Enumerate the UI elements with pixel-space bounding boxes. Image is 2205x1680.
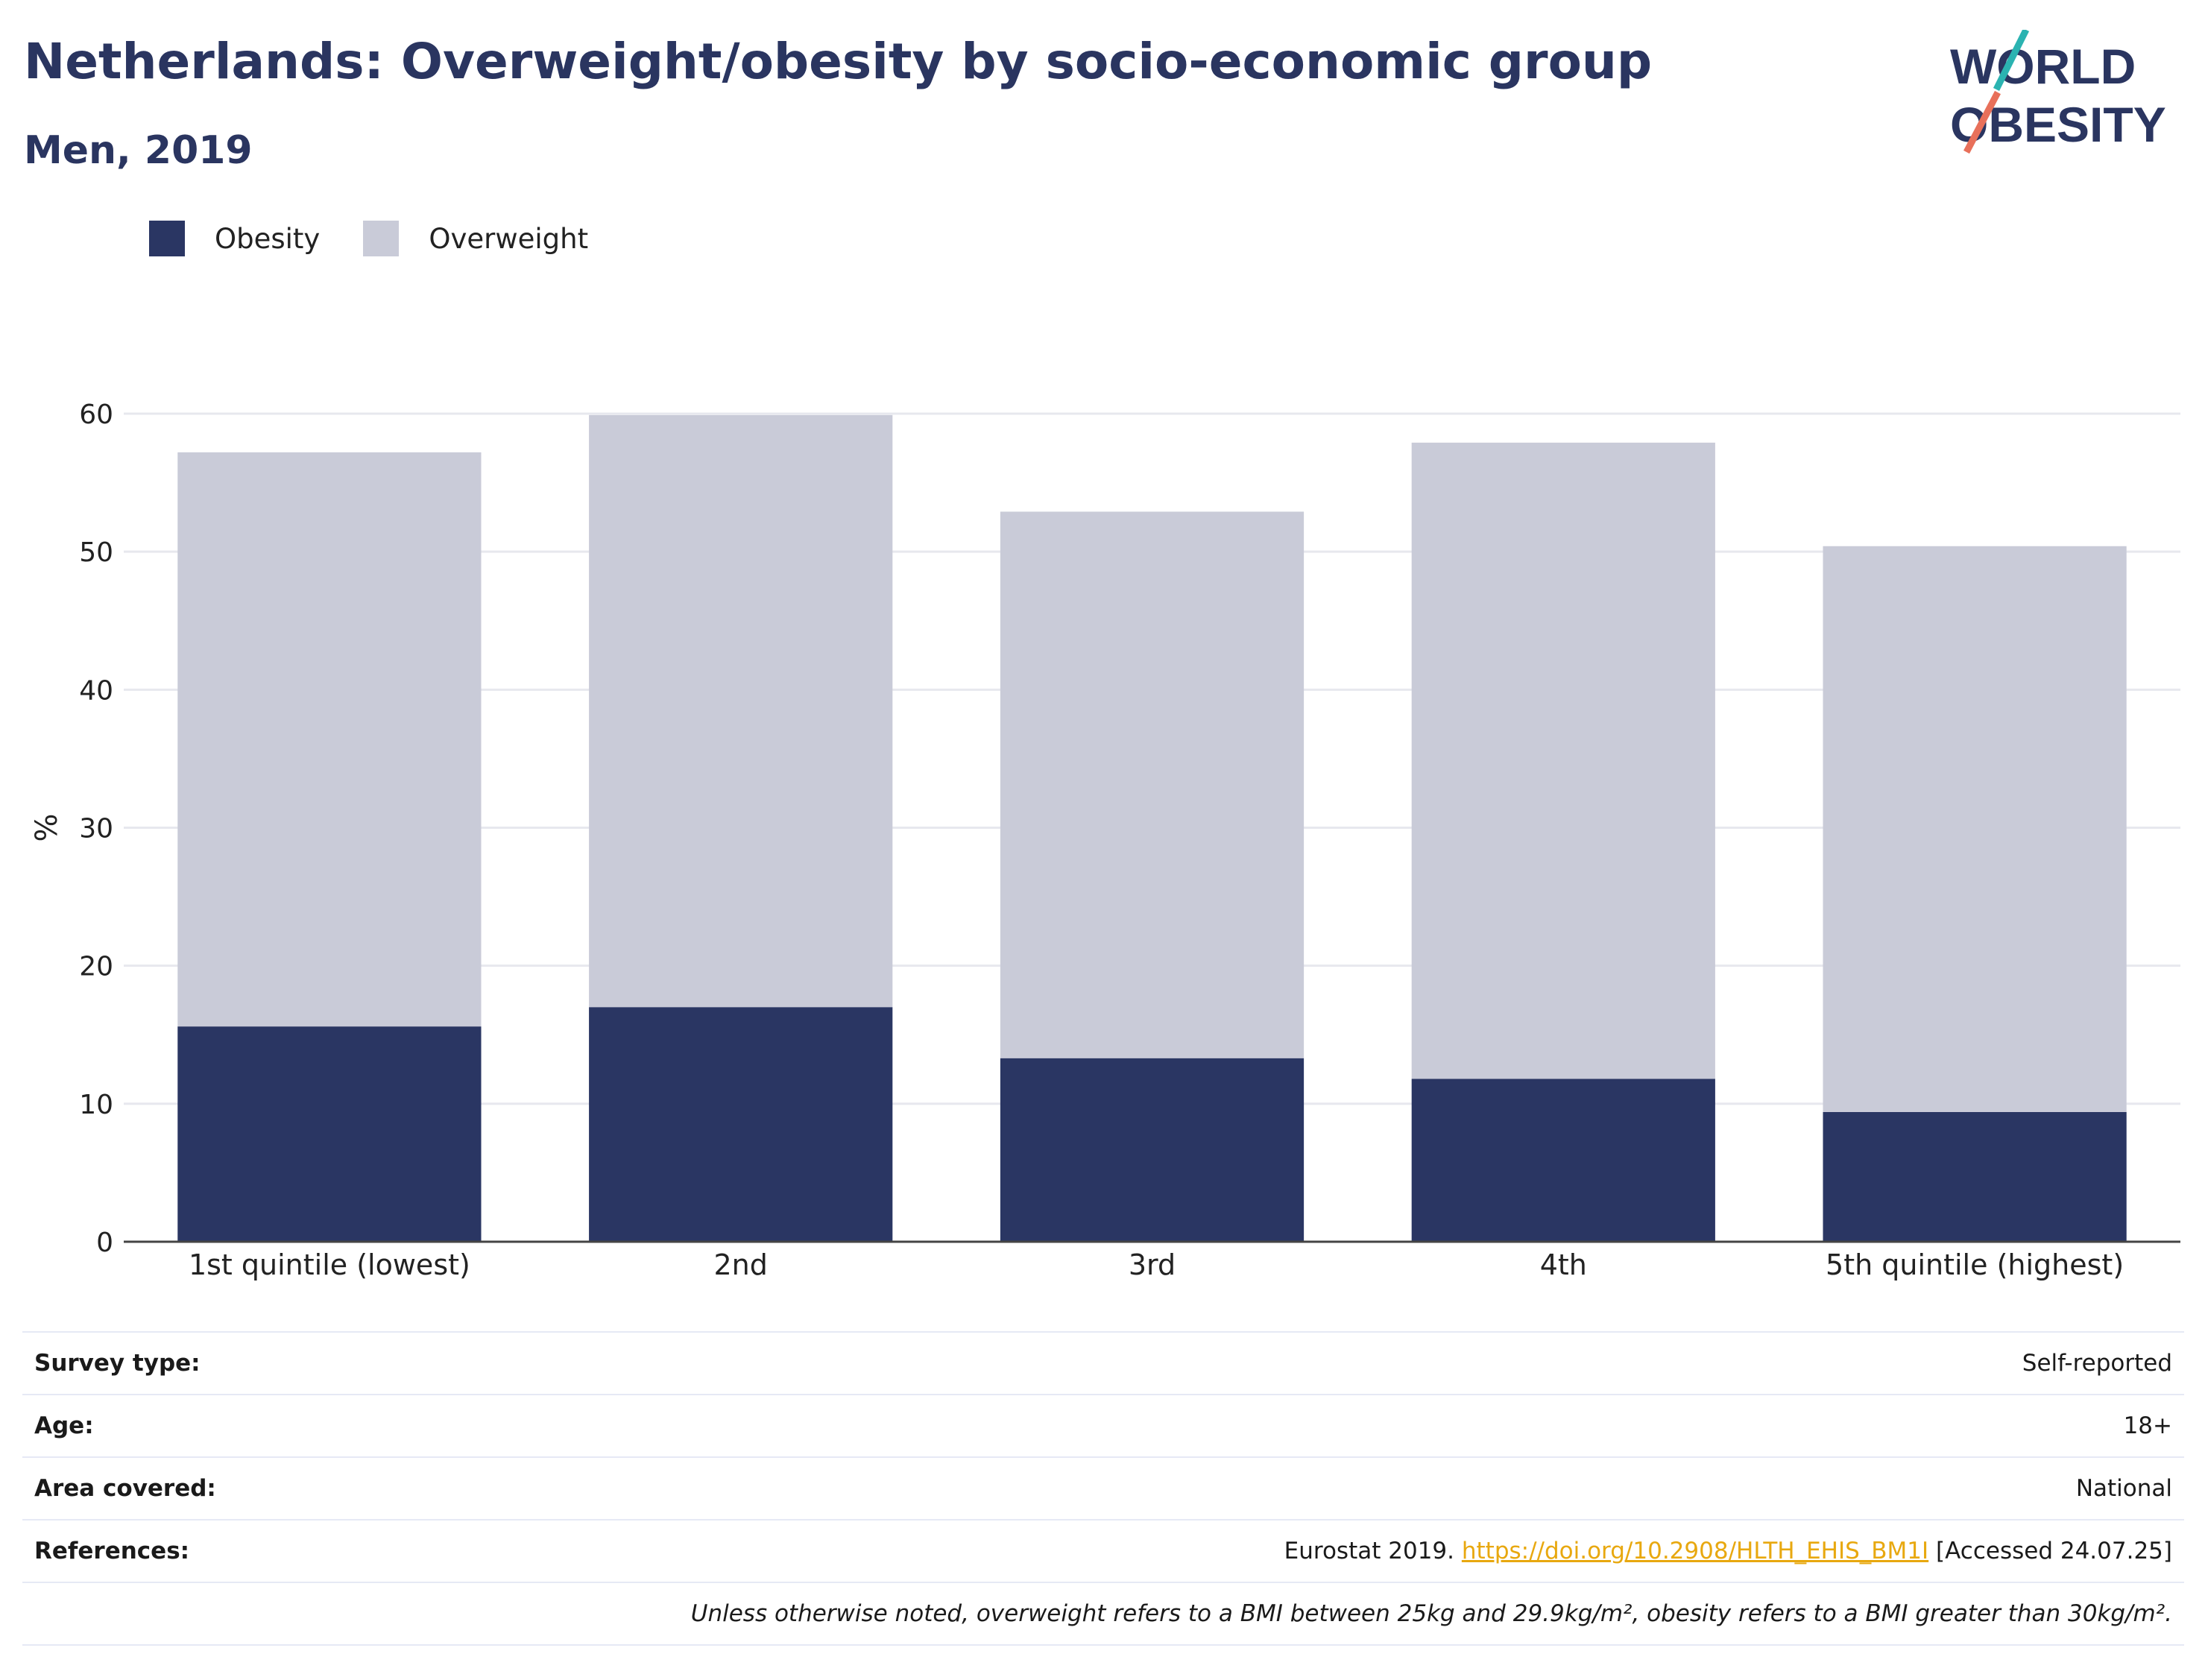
meta-row-references: References: Eurostat 2019. https://doi.o… [22,1519,2184,1582]
meta-label: Age: [34,1412,94,1439]
meta-value: National [2075,1475,2172,1502]
x-tick-label: 4th [1540,1248,1587,1281]
definition-note: Unless otherwise noted, overweight refer… [22,1582,2184,1646]
world-obesity-logo: WORLD OBESITY [1950,30,2166,154]
legend-label-overweight: Overweight [429,222,589,255]
meta-row-area: Area covered: National [22,1456,2184,1519]
x-tick-label: 3rd [1129,1248,1176,1281]
reference-suffix: [Accessed 24.07.25] [1936,1538,2172,1564]
x-tick-label: 5th quintile (highest) [1826,1248,2124,1281]
legend-swatch-obesity [149,221,185,256]
reference-link[interactable]: https://doi.org/10.2908/HLTH_EHIS_BM1I [1461,1538,1929,1564]
bar-overweight-5[interactable] [1823,546,2127,1112]
y-tick-label: 20 [79,952,113,982]
chart-title: Netherlands: Overweight/obesity by socio… [24,33,1653,90]
y-tick-label: 60 [79,400,113,430]
legend: Obesity Overweight [149,221,631,256]
x-tick-label: 2nd [714,1248,768,1281]
bar-chart: 0 10 20 30 40 50 60% 1st quintile (lowest) 2nd 3r… [30,400,2180,1281]
bar-obesity-2[interactable] [589,1007,893,1242]
x-tick-label: 1st quintile (lowest) [189,1248,470,1281]
meta-row-age: Age: 18+ [22,1394,2184,1456]
bar-obesity-5[interactable] [1823,1111,2127,1242]
bar-overweight-2[interactable] [589,414,893,1008]
meta-label: References: [34,1538,190,1564]
y-tick-label: 50 [79,537,113,568]
meta-label: Area covered: [34,1475,216,1502]
y-axis-label: % [30,813,64,841]
bar-overweight-1[interactable] [177,452,482,1027]
legend-item-obesity[interactable]: Obesity [149,221,320,256]
bar-obesity-3[interactable] [1000,1058,1305,1242]
logo-line1: WORLD [1950,39,2136,94]
metadata-table: Survey type: Self-reported Age: 18+ Area… [22,1331,2184,1646]
y-tick-label: 40 [79,675,113,706]
y-tick-label: 10 [79,1090,113,1120]
meta-value: 18+ [2123,1412,2172,1439]
legend-item-overweight[interactable]: Overweight [363,221,588,256]
legend-swatch-overweight [363,221,400,256]
y-tick-label: 30 [79,814,113,844]
reference-prefix: Eurostat 2019. [1284,1538,1454,1564]
logo-accent-bottom [1963,90,2001,154]
bar-overweight-4[interactable] [1411,442,1715,1079]
chart-subtitle: Men, 2019 [24,128,253,173]
logo-line2: OBESITY [1950,97,2166,152]
bar-obesity-1[interactable] [177,1026,482,1242]
references-value: Eurostat 2019. https://doi.org/10.2908/H… [1284,1538,2172,1564]
logo-accent-top [1993,30,2030,92]
meta-value: Self-reported [2022,1350,2172,1377]
y-tick-label: 0 [96,1228,113,1258]
meta-label: Survey type: [34,1350,201,1377]
meta-row-survey-type: Survey type: Self-reported [22,1331,2184,1394]
bar-obesity-4[interactable] [1411,1079,1715,1242]
legend-label-obesity: Obesity [215,222,321,255]
bar-overweight-3[interactable] [1000,511,1305,1058]
